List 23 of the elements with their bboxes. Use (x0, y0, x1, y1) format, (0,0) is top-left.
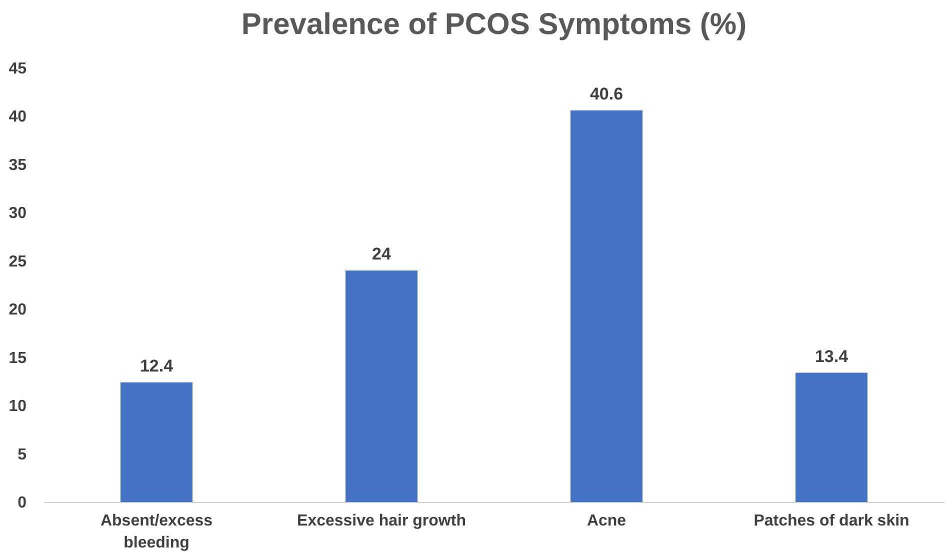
y-tick-label: 35 (8, 156, 27, 174)
y-tick-label: 10 (8, 398, 27, 416)
x-tick-label: Acne (586, 512, 626, 530)
y-tick-label: 15 (8, 350, 27, 367)
y-tick-label: 5 (18, 446, 27, 464)
chart-title: Prevalence of PCOS Symptoms (%) (241, 8, 747, 41)
data-label: 12.4 (140, 356, 174, 376)
data-label: 13.4 (814, 346, 849, 366)
data-label: 40.6 (590, 84, 624, 104)
x-tick-label: Absent/excess bleeding (100, 512, 213, 552)
data-label: 24 (372, 244, 392, 264)
y-tick-label: 40 (8, 108, 27, 126)
y-tick-label: 0 (18, 494, 27, 512)
bar (346, 270, 418, 502)
x-tick-label: Patches of dark skin (754, 512, 910, 530)
y-tick-label: 30 (8, 205, 27, 222)
x-tick-label: Excessive hair growth (297, 512, 466, 530)
y-tick-label: 45 (8, 60, 27, 78)
bar (570, 110, 642, 502)
y-tick-label: 25 (8, 253, 27, 270)
bar (120, 382, 192, 502)
y-tick-label: 20 (8, 302, 27, 319)
bar (796, 372, 868, 502)
